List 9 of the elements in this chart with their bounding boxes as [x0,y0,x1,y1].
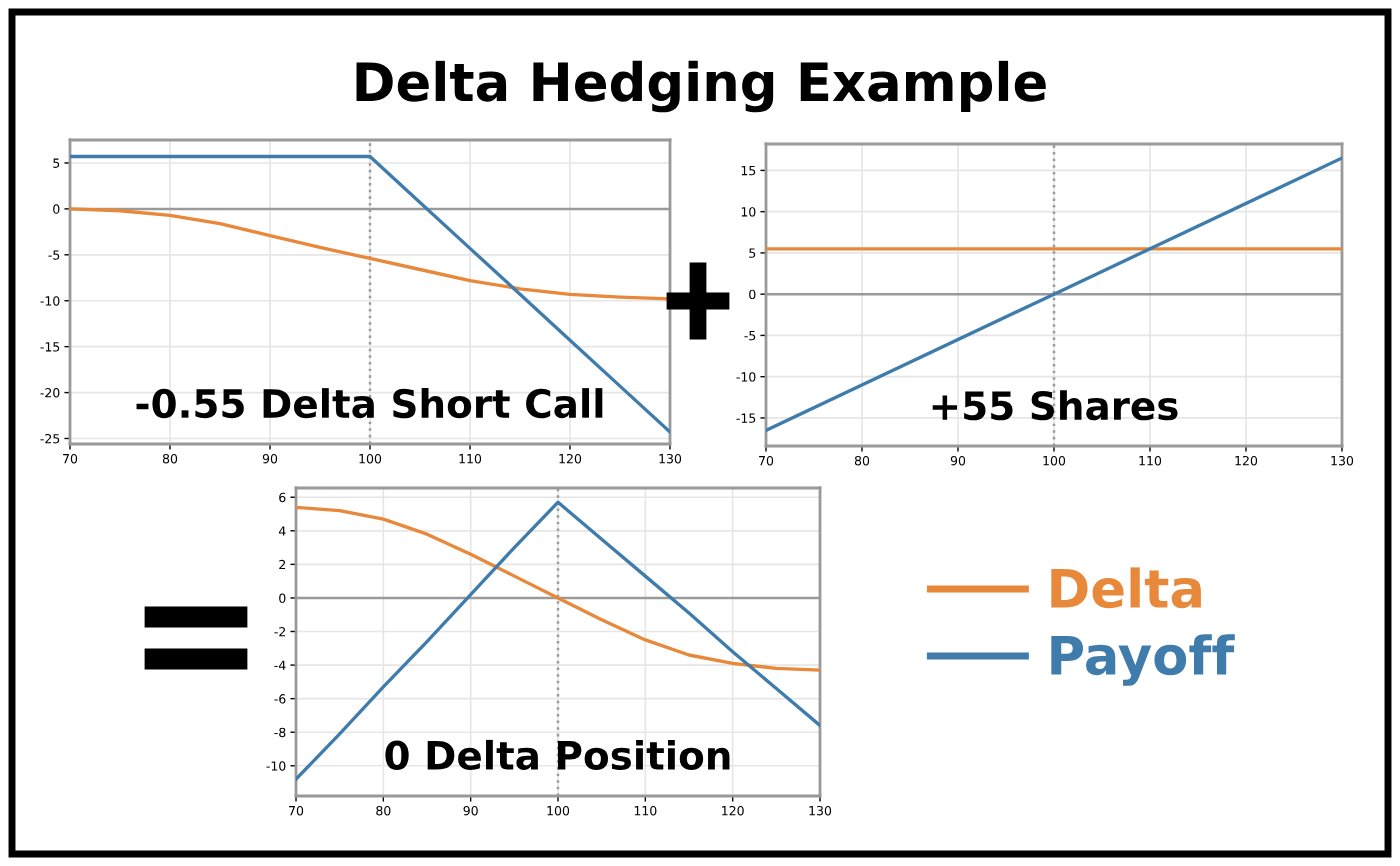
line-series [296,500,820,781]
legend-label: Payoff [1051,634,1235,686]
annotation: 0 Delta Position [385,739,730,770]
legend-label: Delta [1051,567,1201,609]
chart-title: Delta Hedging Example [356,60,1046,113]
line-series [296,505,820,672]
annotation: +55 Shares [932,390,1178,421]
line-series [70,154,670,434]
annotation: -0.55 Delta Short Call [136,388,603,419]
